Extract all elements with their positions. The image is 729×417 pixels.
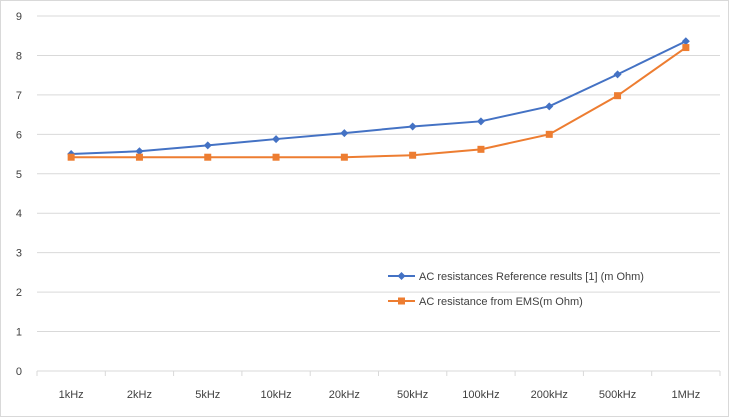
y-tick-label: 1 [16, 327, 22, 339]
y-tick-label: 8 [16, 50, 22, 62]
legend-label: AC resistance from EMS(m Ohm) [419, 296, 583, 308]
data-point [340, 129, 349, 138]
data-point [67, 153, 75, 161]
y-tick-label: 5 [16, 169, 22, 181]
x-tick-label: 10kHz [260, 389, 291, 401]
x-tick-label: 1MHz [671, 389, 700, 401]
legend-label: AC resistances Reference results [1] (m … [419, 271, 644, 283]
y-tick-label: 9 [16, 11, 22, 23]
y-tick-label: 2 [16, 287, 22, 299]
x-tick-label: 20kHz [329, 389, 360, 401]
x-tick-label: 5kHz [195, 389, 220, 401]
data-point [204, 153, 212, 161]
x-tick-label: 200kHz [531, 389, 568, 401]
data-point [681, 37, 690, 46]
data-point [135, 147, 144, 156]
x-axis: 1kHz 2kHz 5kHz 10kHz 20kHz 50kHz 100kHz 200kHz 5… [36, 371, 721, 401]
data-point [614, 92, 622, 100]
data-point [613, 70, 622, 79]
y-axis: 0 1 2 3 4 5 6 7 8 9 [16, 11, 22, 378]
series-line [71, 40, 687, 156]
data-point [408, 122, 417, 131]
legend: AC resistances Reference results [1] (m … [388, 271, 644, 308]
x-tick-label: 100kHz [462, 389, 499, 401]
series-1 [67, 37, 690, 159]
data-point [477, 145, 485, 153]
y-tick-label: 0 [16, 366, 22, 378]
legend-marker [397, 272, 406, 280]
series-2 [67, 44, 690, 161]
y-tick-label: 4 [16, 208, 22, 220]
y-tick-label: 3 [16, 248, 22, 260]
data-point [682, 44, 690, 52]
data-point [545, 102, 554, 111]
y-tick-label: 7 [16, 90, 22, 102]
legend-item-2: AC resistance from EMS(m Ohm) [388, 296, 583, 308]
data-point [135, 153, 143, 161]
data-point [272, 135, 281, 144]
data-point [272, 153, 280, 161]
legend-marker [398, 297, 405, 305]
data-point [409, 151, 417, 159]
series-line [71, 46, 687, 159]
legend-item-1: AC resistances Reference results [1] (m … [388, 271, 644, 283]
data-point [203, 141, 212, 150]
y-tick-label: 6 [16, 129, 22, 141]
data-point [545, 130, 553, 138]
data-point [476, 117, 485, 126]
x-tick-label: 500kHz [599, 389, 636, 401]
x-tick-label: 1kHz [59, 389, 84, 401]
data-point [340, 153, 348, 161]
gridlines [37, 15, 720, 372]
series-layer [67, 37, 690, 161]
x-tick-label: 50kHz [397, 389, 428, 401]
x-tick-label: 2kHz [127, 389, 152, 401]
